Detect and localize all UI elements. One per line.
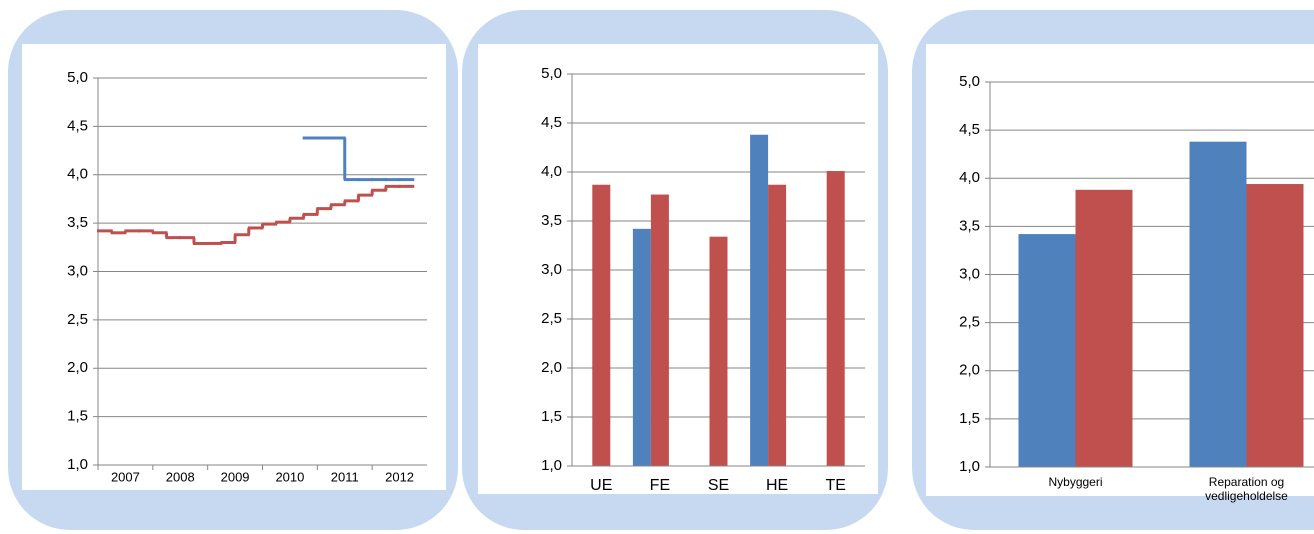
y-tick-label: 1,5 (67, 408, 88, 425)
bar (709, 236, 728, 466)
y-tick-label: 1,5 (541, 408, 562, 425)
y-tick-label: 5,0 (541, 65, 562, 82)
y-tick-label: 5,0 (959, 73, 980, 90)
bar (826, 171, 845, 466)
y-tick-label: 4,0 (67, 166, 88, 183)
bar (1018, 234, 1076, 467)
x-tick-label: Reparation og vedligeholdelse (1205, 475, 1288, 503)
y-tick-label: 4,5 (959, 121, 980, 138)
x-tick-label: 2012 (385, 469, 414, 484)
y-tick-label: 4,5 (67, 117, 88, 134)
y-tick-label: 1,0 (541, 457, 562, 474)
y-tick-label: 4,0 (959, 169, 980, 186)
bar (650, 194, 669, 467)
y-tick-label: 3,0 (959, 265, 980, 282)
x-tick-label: 2007 (111, 469, 140, 484)
x-tick-label: 2009 (221, 469, 250, 484)
x-tick-label: SE (708, 477, 729, 494)
bar (1075, 189, 1133, 468)
x-tick-label: 2008 (166, 469, 195, 484)
y-tick-label: 3,0 (541, 261, 562, 278)
y-tick-label: 3,0 (67, 262, 88, 279)
bar (1189, 141, 1247, 468)
x-tick-label: 2010 (275, 469, 304, 484)
plot-background (478, 44, 878, 494)
y-tick-label: 3,5 (959, 217, 980, 234)
y-tick-label: 1,0 (959, 458, 980, 475)
y-tick-label: 2,0 (959, 362, 980, 379)
plot-background (22, 44, 446, 490)
bar (750, 134, 769, 466)
bar (632, 228, 651, 466)
y-tick-label: 4,0 (541, 163, 562, 180)
y-tick-label: 5,0 (67, 69, 88, 86)
y-tick-label: 2,0 (541, 359, 562, 376)
y-tick-label: 1,5 (959, 410, 980, 427)
x-tick-label: 2011 (331, 469, 359, 484)
x-tick-label: TE (825, 477, 845, 494)
bar (768, 184, 787, 467)
y-tick-label: 3,5 (541, 212, 562, 229)
y-tick-label: 2,0 (67, 359, 88, 376)
x-tick-label: FE (650, 477, 670, 494)
y-tick-label: 3,5 (67, 214, 88, 231)
x-tick-label: HE (766, 477, 788, 494)
y-tick-label: 2,5 (541, 310, 562, 327)
x-tick-label: Nybyggeri (1048, 475, 1103, 489)
y-tick-label: 2,5 (67, 311, 88, 328)
y-tick-label: 1,0 (67, 456, 88, 473)
bar (1246, 184, 1304, 467)
x-tick-label: UE (590, 477, 612, 494)
bar (592, 184, 611, 467)
y-tick-label: 2,5 (959, 314, 980, 331)
y-tick-label: 4,5 (541, 114, 562, 131)
